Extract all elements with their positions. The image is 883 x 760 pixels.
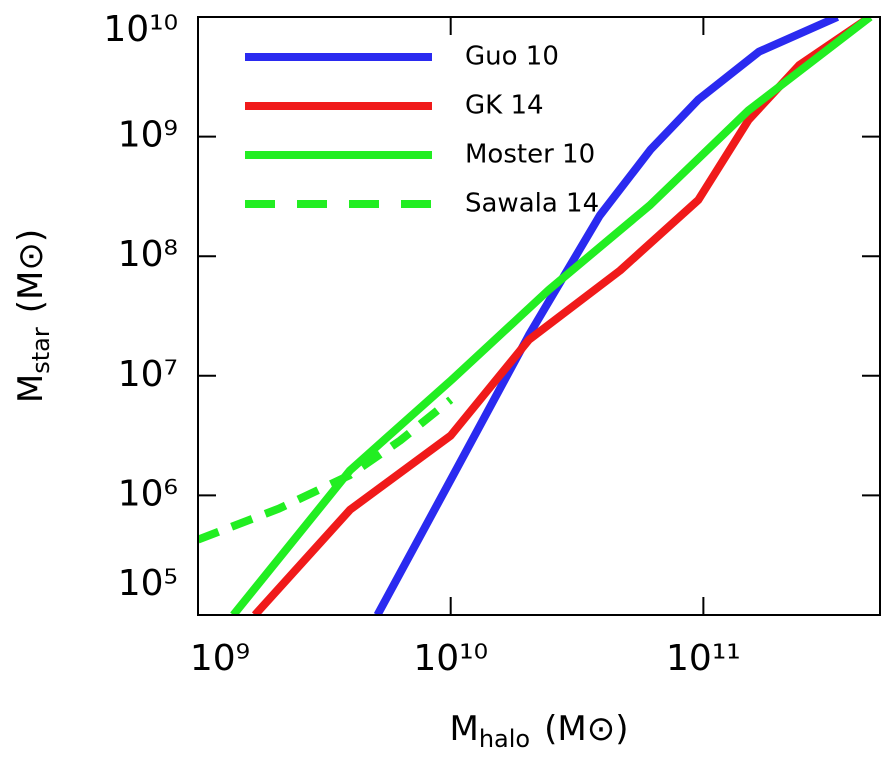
y-tick-label: 10⁵ [118, 563, 178, 604]
y-title-sub: star [27, 327, 55, 374]
y-tick-label: 10⁶ [118, 473, 178, 514]
legend-label: GK 14 [465, 91, 544, 121]
x-axis-title: Mhalo (M⊙) [450, 709, 629, 754]
y-tick-label: 10⁸ [118, 234, 178, 275]
series-line [198, 396, 454, 544]
plot-frame [197, 16, 881, 616]
x-title-unit: (M⊙) [544, 709, 628, 749]
x-tick-label: 10¹¹ [666, 638, 741, 679]
y-tick-label: 10⁷ [118, 354, 178, 395]
y-tick-label: 10¹⁰ [103, 9, 178, 50]
y-title-main: M [11, 374, 51, 403]
x-title-main: M [450, 709, 479, 749]
series-line [230, 17, 873, 615]
x-tick-label: 10⁹ [190, 638, 250, 679]
legend-label: Guo 10 [465, 42, 559, 72]
y-tick-label: 10⁹ [118, 115, 178, 156]
x-title-sub: halo [479, 725, 530, 753]
y-axis-title: Mstar (M⊙) [11, 229, 56, 403]
legend-label: Sawala 14 [465, 189, 599, 219]
y-title-unit: (M⊙) [11, 229, 51, 313]
series-line [373, 17, 840, 615]
legend-label: Moster 10 [465, 140, 595, 170]
x-tick-label: 10¹⁰ [413, 638, 488, 679]
